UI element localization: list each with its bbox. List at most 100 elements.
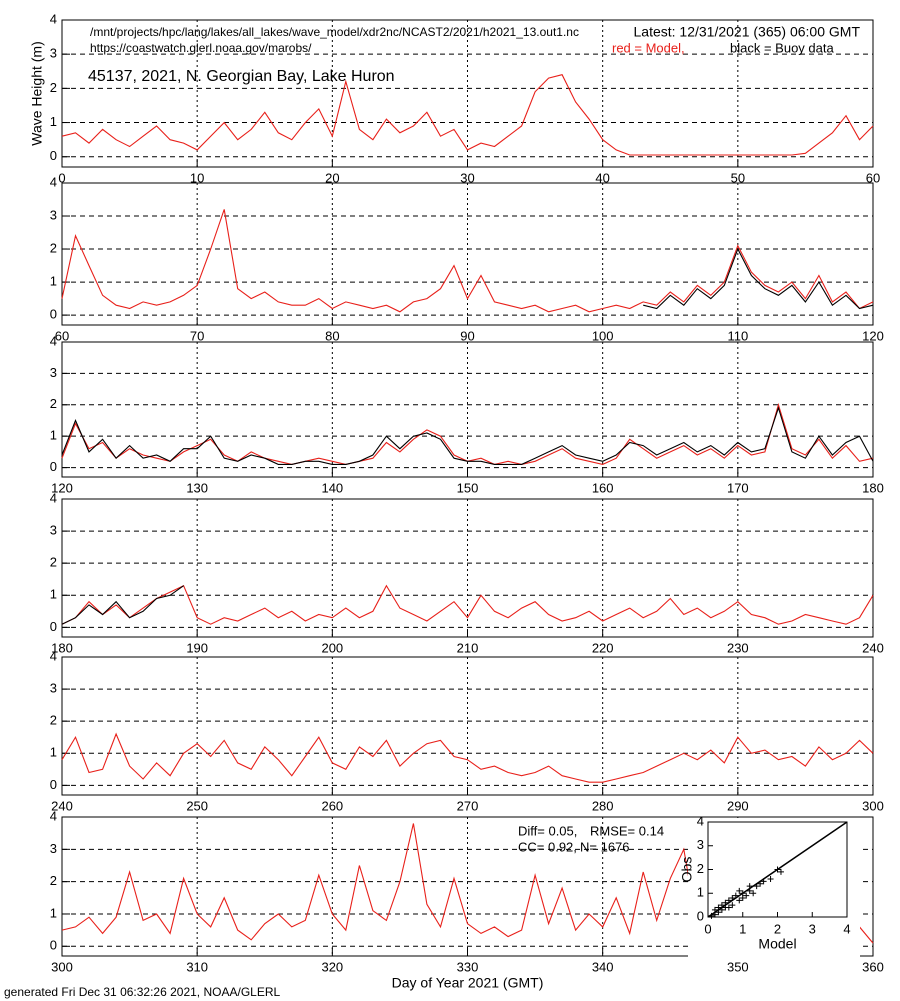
scatter-point — [729, 902, 736, 909]
scatter-point — [725, 904, 732, 911]
x-tick-label: 10 — [190, 170, 204, 185]
x-tick-label: 160 — [592, 480, 614, 495]
y-tick-label: 2 — [50, 396, 57, 411]
chart-title: 45137, 2021, N. Georgian Bay, Lake Huron — [88, 68, 395, 85]
x-tick-label: 250 — [186, 798, 208, 813]
x-tick-label: 310 — [186, 959, 208, 974]
annotation: /mnt/projects/hpc/lang/lakes/all_lakes/w… — [90, 25, 579, 39]
x-tick-label: 130 — [186, 480, 208, 495]
x-tick-label: 100 — [592, 328, 614, 343]
y-tick-label: 2 — [697, 861, 704, 876]
x-tick-label: 200 — [321, 640, 343, 655]
annotation: Latest: 12/31/2021 (365) 06:00 GMT — [634, 24, 861, 40]
x-tick-label: 180 — [862, 480, 884, 495]
x-tick-label: 210 — [457, 640, 479, 655]
x-tick-label: 70 — [190, 328, 204, 343]
scatter-point — [746, 883, 753, 890]
scatter-point — [711, 911, 718, 918]
series-line — [61, 732, 874, 783]
y-tick-label: 1 — [50, 587, 57, 602]
scatter-point — [736, 897, 743, 904]
x-tick-label: 140 — [321, 480, 343, 495]
x-tick-label: 240 — [862, 640, 884, 655]
y-tick-label: 1 — [50, 905, 57, 920]
stat-label: RMSE= 0.14 — [590, 823, 664, 838]
scatter-point — [729, 895, 736, 901]
y-tick-label: 0 — [50, 459, 57, 474]
y-tick-label: 1 — [50, 274, 57, 289]
x-tick-label: 0 — [704, 921, 711, 936]
y-tick-label: 4 — [50, 174, 57, 189]
x-tick-label: 1 — [739, 921, 746, 936]
y-tick-label: 2 — [50, 873, 57, 888]
x-tick-label: 350 — [727, 959, 749, 974]
y-tick-label: 0 — [50, 619, 57, 634]
y-tick-label: 4 — [50, 648, 57, 663]
y-tick-label: 3 — [50, 46, 57, 61]
x-tick-label: 4 — [843, 921, 850, 936]
stat-label: N= 1676 — [580, 839, 630, 854]
x-tick-label: 270 — [457, 798, 479, 813]
y-tick-label: 4 — [50, 333, 57, 348]
x-tick-label: 80 — [325, 328, 339, 343]
scatter-point — [739, 895, 746, 901]
y-tick-label: 2 — [50, 555, 57, 570]
y-tick-label: 3 — [50, 841, 57, 856]
x-tick-label: 110 — [727, 328, 748, 343]
y-tick-label: 2 — [50, 80, 57, 95]
y-tick-label: 1 — [50, 745, 57, 760]
x-tick-label: 40 — [595, 170, 609, 185]
x-tick-label: 300 — [862, 798, 884, 813]
x-tick-label: 320 — [321, 959, 343, 974]
x-tick-label: 150 — [457, 480, 479, 495]
x-tick-label: 2 — [774, 921, 781, 936]
inset-background — [688, 818, 860, 958]
y-tick-label: 3 — [50, 523, 57, 538]
scatter-point — [715, 904, 722, 911]
x-tick-label: 3 — [809, 921, 816, 936]
y-tick-label: 0 — [50, 938, 57, 953]
y-tick-label: 1 — [697, 885, 704, 900]
series-line — [61, 584, 874, 625]
scatter-point — [753, 883, 760, 890]
scatter-point — [767, 876, 774, 882]
series-line — [61, 209, 874, 313]
x-tick-label: 120 — [51, 480, 73, 495]
scatter-point — [708, 912, 715, 919]
x-axis-title: Day of Year 2021 (GMT) — [392, 975, 544, 991]
y-tick-label: 4 — [50, 11, 57, 26]
y-tick-label: 3 — [50, 365, 57, 380]
x-tick-label: 60 — [866, 170, 880, 185]
footer: generated Fri Dec 31 06:32:26 2021, NOAA… — [4, 985, 280, 999]
scatter-point — [718, 906, 725, 913]
x-tick-label: 240 — [51, 798, 73, 813]
series-line — [61, 74, 874, 156]
x-tick-label: 360 — [862, 959, 884, 974]
y-tick-label: 2 — [50, 240, 57, 255]
x-tick-label: 190 — [186, 640, 208, 655]
x-tick-label: 60 — [55, 328, 69, 343]
scatter-point — [722, 899, 729, 906]
y-tick-label: 0 — [50, 148, 57, 163]
annotation: black = Buoy data — [730, 40, 834, 55]
x-tick-label: 230 — [727, 640, 749, 655]
series-line — [643, 247, 874, 310]
scatter-point — [757, 880, 764, 887]
x-tick-label: 50 — [731, 170, 745, 185]
y-tick-label: 2 — [50, 713, 57, 728]
annotation: https://coastwatch.glerl.noaa.gov/marobs… — [90, 41, 312, 55]
y-tick-label: 1 — [50, 428, 57, 443]
stat-label: Diff= 0.05, — [518, 823, 577, 838]
annotation: red = Model, — [612, 40, 685, 55]
y-tick-label: 3 — [697, 837, 704, 852]
x-tick-label: 120 — [862, 328, 884, 343]
series-line — [61, 406, 874, 465]
scatter-point — [750, 890, 757, 897]
y-axis-title: Obs — [679, 857, 695, 883]
x-tick-label: 30 — [460, 170, 474, 185]
y-tick-label: 0 — [697, 908, 704, 923]
scatter-point — [774, 866, 781, 873]
x-tick-label: 180 — [51, 640, 73, 655]
y-tick-label: 3 — [50, 207, 57, 222]
